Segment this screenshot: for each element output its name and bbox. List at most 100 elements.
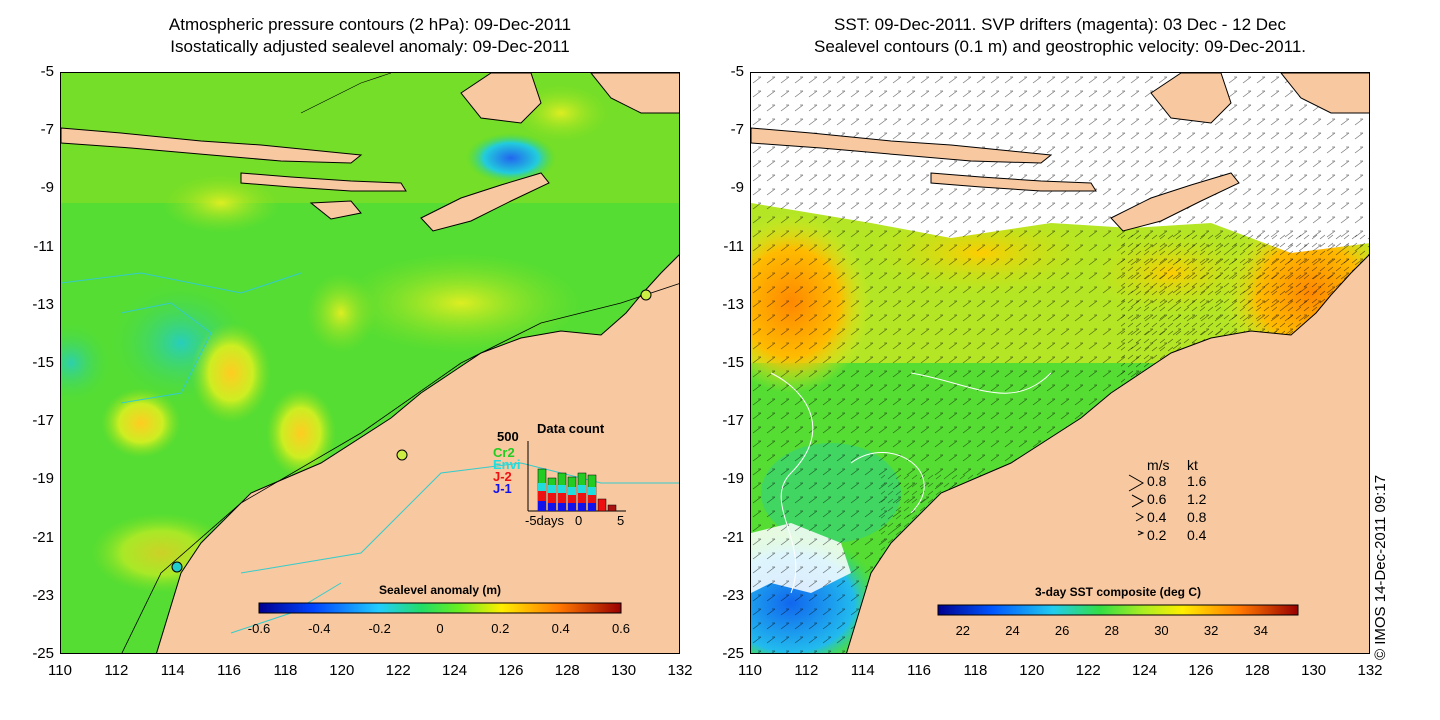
left-colorbar-tick: -0.6: [247, 621, 271, 636]
longitude-tick-label: 118: [273, 662, 298, 679]
right-colorbar-tick: 26: [1054, 623, 1070, 638]
longitude-tick-label: 120: [329, 662, 355, 679]
latitude-tick-label: -23: [722, 586, 744, 604]
data-count-xtick: 5: [617, 513, 625, 528]
station-marker: [640, 289, 652, 301]
data-count-xtick: 0: [575, 513, 583, 528]
latitude-tick-label: -19: [722, 470, 744, 488]
left-colorbar-tick: 0.4: [551, 621, 570, 636]
sst-colorbar: [937, 604, 1299, 616]
sealevel-map-canvas: [61, 73, 679, 653]
longitude-tick-label: 132: [667, 662, 693, 679]
velocity-legend-header-ms: m/s: [1147, 457, 1170, 473]
left-colorbar-tick: 0.6: [611, 621, 631, 636]
longitude-tick-label: 122: [385, 662, 411, 679]
left-title-line1: Atmospheric pressure contours (2 hPa): 0…: [168, 15, 572, 34]
latitude-tick-label: -19: [32, 470, 54, 488]
right-colorbar-tick: 22: [955, 623, 971, 638]
latitude-tick-label: -5: [40, 63, 54, 80]
data-count-ymax: 500: [497, 429, 519, 444]
latitude-tick-label: -9: [730, 179, 744, 197]
sst-colorbar-title: 3-day SST composite (deg C): [1034, 585, 1202, 599]
latitude-tick-label: -7: [730, 121, 744, 139]
velocity-legend-ms: 0.4: [1147, 509, 1167, 525]
longitude-tick-label: 118: [963, 662, 988, 679]
latitude-tick-label: -9: [40, 179, 54, 197]
velocity-legend-ms: 0.6: [1147, 491, 1167, 507]
strong-low-anomaly: [466, 133, 556, 183]
velocity-legend-ms: 0.2: [1147, 527, 1167, 543]
latitude-tick-label: -11: [33, 237, 54, 255]
longitude-tick-label: 132: [1357, 662, 1383, 679]
data-count-series-label: J-1: [493, 481, 512, 496]
left-colorbar-tick: -0.2: [368, 621, 391, 636]
sst-map-canvas: [751, 73, 1369, 653]
longitude-tick-label: 116: [217, 662, 242, 679]
latitude-tick-label: -15: [722, 354, 744, 371]
data-count-title: Data count: [537, 421, 605, 436]
latitude-tick-label: -17: [32, 412, 54, 430]
longitude-tick-label: 130: [1301, 662, 1327, 679]
left-colorbar-tick: 0: [436, 621, 444, 636]
left-map-title: Atmospheric pressure contours (2 hPa): 0…: [60, 14, 680, 58]
timor-island: [420, 172, 550, 232]
left-title-line2: Isostatically adjusted sealevel anomaly:…: [170, 37, 570, 56]
latitude-tick-label: -11: [723, 237, 744, 255]
latitude-tick-label: -15: [32, 354, 54, 371]
latitude-tick-label: -5: [730, 63, 744, 80]
longitude-tick-label: 110: [738, 662, 762, 679]
right-colorbar-tick: 32: [1203, 623, 1219, 638]
longitude-tick-label: 110: [48, 662, 72, 679]
sst-australia-land: [846, 254, 1369, 653]
high-anomaly-region: [191, 323, 271, 423]
longitude-tick-label: 128: [554, 662, 580, 679]
data-count-xtick: -5days: [525, 513, 565, 528]
velocity-legend-header-kt: kt: [1187, 457, 1198, 473]
longitude-tick-label: 126: [1188, 662, 1214, 679]
latitude-tick-label: -13: [32, 295, 54, 313]
right-colorbar-tick: 30: [1154, 623, 1169, 638]
latitude-tick-label: -25: [32, 645, 54, 662]
longitude-tick-label: 124: [1132, 662, 1158, 679]
right-title-line2: Sealevel contours (0.1 m) and geostrophi…: [814, 37, 1306, 56]
australia-land: [156, 254, 679, 653]
left-colorbar-tick: -0.4: [308, 621, 331, 636]
sst-map: 3-day SST composite (deg C) 22 24 26 28 30 32…: [750, 72, 1370, 654]
right-title-line1: SST: 09-Dec-2011. SVP drifters (magenta)…: [834, 15, 1286, 34]
velocity-legend-kt: 0.8: [1187, 509, 1207, 525]
longitude-tick-label: 130: [611, 662, 637, 679]
latitude-tick-label: -25: [722, 645, 744, 662]
longitude-tick-label: 114: [160, 662, 185, 679]
sealevel-anomaly-map: Sealevel anomaly (m) -0.6 -0.4 -0.2 0 0.2 0.4…: [60, 72, 680, 654]
latitude-tick-label: -17: [722, 412, 744, 430]
longitude-tick-label: 112: [104, 662, 129, 679]
latitude-tick-label: -21: [32, 528, 54, 546]
java-sumbawa-islands: [61, 127, 363, 164]
data-count-inset: [527, 441, 626, 512]
latitude-tick-label: -7: [40, 121, 54, 139]
velocity-legend-kt: 1.2: [1187, 491, 1207, 507]
left-colorbar-tick: 0.2: [491, 621, 510, 636]
longitude-tick-label: 120: [1019, 662, 1045, 679]
right-colorbar-tick: 28: [1104, 623, 1120, 638]
longitude-tick-label: 122: [1075, 662, 1101, 679]
latitude-tick-label: -21: [722, 528, 744, 546]
longitude-tick-label: 112: [794, 662, 819, 679]
velocity-legend-kt: 0.4: [1187, 527, 1207, 543]
right-colorbar-tick: 34: [1253, 623, 1268, 638]
right-colorbar-tick: 24: [1005, 623, 1020, 638]
right-map-title: SST: 09-Dec-2011. SVP drifters (magenta)…: [750, 14, 1370, 58]
longitude-tick-label: 126: [498, 662, 524, 679]
latitude-tick-label: -23: [32, 586, 54, 604]
sealevel-colorbar-title: Sealevel anomaly (m): [378, 583, 502, 597]
sst-timor-island: [1110, 172, 1240, 232]
longitude-tick-label: 114: [850, 662, 875, 679]
latitude-tick-label: -13: [722, 295, 744, 313]
data-count-series-label: Envi: [493, 457, 521, 472]
velocity-legend-kt: 1.6: [1187, 473, 1207, 489]
data-count-series-label: J-2: [493, 469, 512, 484]
sealevel-colorbar: [258, 602, 622, 614]
copyright-notice: © IMOS 14-Dec-2011 09:17: [1372, 474, 1389, 660]
longitude-tick-label: 124: [442, 662, 468, 679]
data-count-series-label: Cr2: [493, 445, 515, 460]
